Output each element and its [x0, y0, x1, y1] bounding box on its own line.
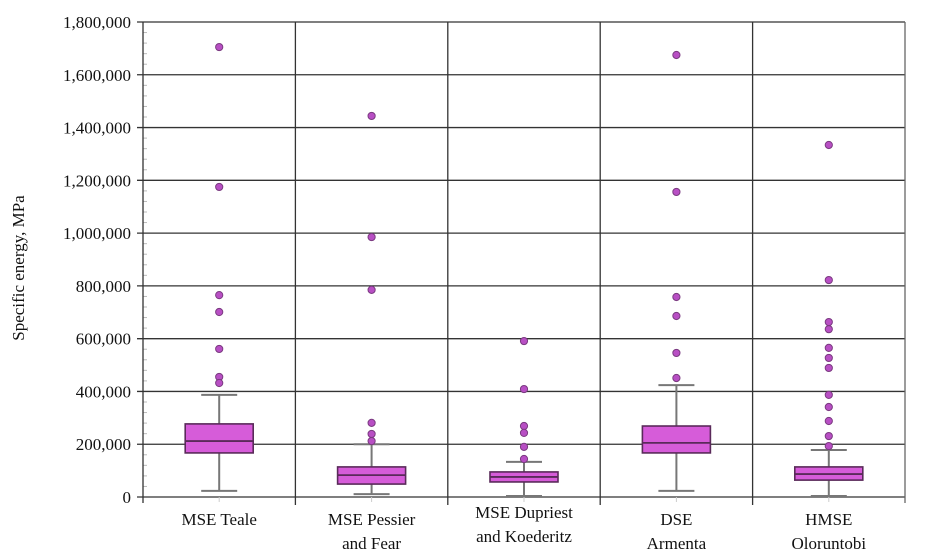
- y-tick-label: 200,000: [76, 435, 131, 454]
- y-tick-label: 1,000,000: [63, 224, 131, 243]
- outlier-point: [519, 428, 529, 437]
- box-3: [489, 336, 559, 497]
- outlier-point: [824, 363, 833, 373]
- y-tick-label: 1,400,000: [63, 119, 131, 138]
- outlier-point: [215, 42, 224, 52]
- outlier-point: [824, 325, 833, 334]
- outlier-point: [367, 232, 376, 242]
- outlier-point: [672, 373, 681, 383]
- x-category-label: HMSE Oloruntobi: [791, 510, 866, 553]
- x-category-label-line: Oloruntobi: [791, 534, 866, 553]
- boxes: [184, 42, 864, 497]
- y-tick-label: 0: [123, 488, 132, 507]
- box-1: [184, 42, 254, 492]
- x-category-label: MSE Dupriest and Koederitz: [475, 503, 573, 546]
- outlier-point: [519, 384, 529, 394]
- x-category-label: DSE Armenta: [647, 510, 707, 553]
- y-tick-label: 1,200,000: [63, 171, 131, 190]
- outlier-point: [215, 344, 224, 354]
- x-category-label-line: and Fear: [342, 534, 401, 553]
- x-category-label-line: MSE Dupriest: [475, 503, 573, 522]
- outlier-point: [367, 429, 376, 439]
- box-5: [793, 140, 864, 497]
- outlier-point: [824, 343, 833, 353]
- y-tick-label: 600,000: [76, 330, 131, 349]
- outlier-point: [215, 378, 224, 388]
- outlier-point: [672, 50, 681, 60]
- x-category-label-line: Armenta: [647, 534, 707, 553]
- y-axis: 0 200,000 400,000 600,000 800,000 1,000,000 1,…: [63, 13, 147, 507]
- outlier-point: [824, 431, 833, 441]
- outlier-point: [824, 353, 833, 363]
- x-category-label-line: DSE: [660, 510, 692, 529]
- y-tick-label: 1,600,000: [63, 66, 131, 85]
- outlier-point: [824, 402, 833, 412]
- iqr-box: [641, 425, 712, 454]
- outlier-point: [672, 311, 681, 321]
- iqr-box: [184, 423, 254, 454]
- y-tick-label: 1,800,000: [63, 13, 131, 32]
- outlier-point: [672, 187, 681, 197]
- y-tick-label: 400,000: [76, 382, 131, 401]
- grid-lines: [137, 21, 906, 505]
- box-4: [641, 50, 712, 492]
- outlier-point: [215, 291, 224, 300]
- outlier-point: [824, 441, 833, 451]
- outlier-point: [824, 275, 833, 285]
- outlier-point: [215, 182, 224, 192]
- outlier-point: [215, 307, 224, 317]
- outlier-point: [367, 436, 376, 446]
- x-category-label-line: HMSE: [805, 510, 852, 529]
- outlier-point: [519, 454, 529, 464]
- outlier-point: [519, 421, 529, 431]
- x-axis: MSE Teale MSE Pessier and Fear MSE Dupriest…: [181, 497, 866, 553]
- x-category-label: MSE Pessier and Fear: [328, 510, 416, 553]
- box-2: [336, 111, 407, 496]
- x-category-label-line: MSE Pessier: [328, 510, 416, 529]
- outlier-point: [519, 442, 529, 451]
- outlier-point: [824, 140, 833, 150]
- outlier-point: [672, 348, 681, 358]
- outlier-point: [367, 418, 376, 427]
- outlier-point: [824, 390, 833, 399]
- outlier-point: [519, 336, 529, 346]
- y-axis-title: Specific energy, MPa: [9, 195, 28, 341]
- outlier-point: [672, 292, 681, 302]
- x-category-label-line: MSE Teale: [181, 510, 256, 529]
- outlier-point: [367, 285, 376, 294]
- x-category-label-line: and Koederitz: [476, 527, 572, 546]
- outlier-point: [367, 111, 376, 121]
- y-tick-label: 800,000: [76, 277, 131, 296]
- outlier-point: [824, 317, 833, 327]
- x-category-label: MSE Teale: [181, 510, 256, 529]
- outlier-point: [824, 416, 833, 426]
